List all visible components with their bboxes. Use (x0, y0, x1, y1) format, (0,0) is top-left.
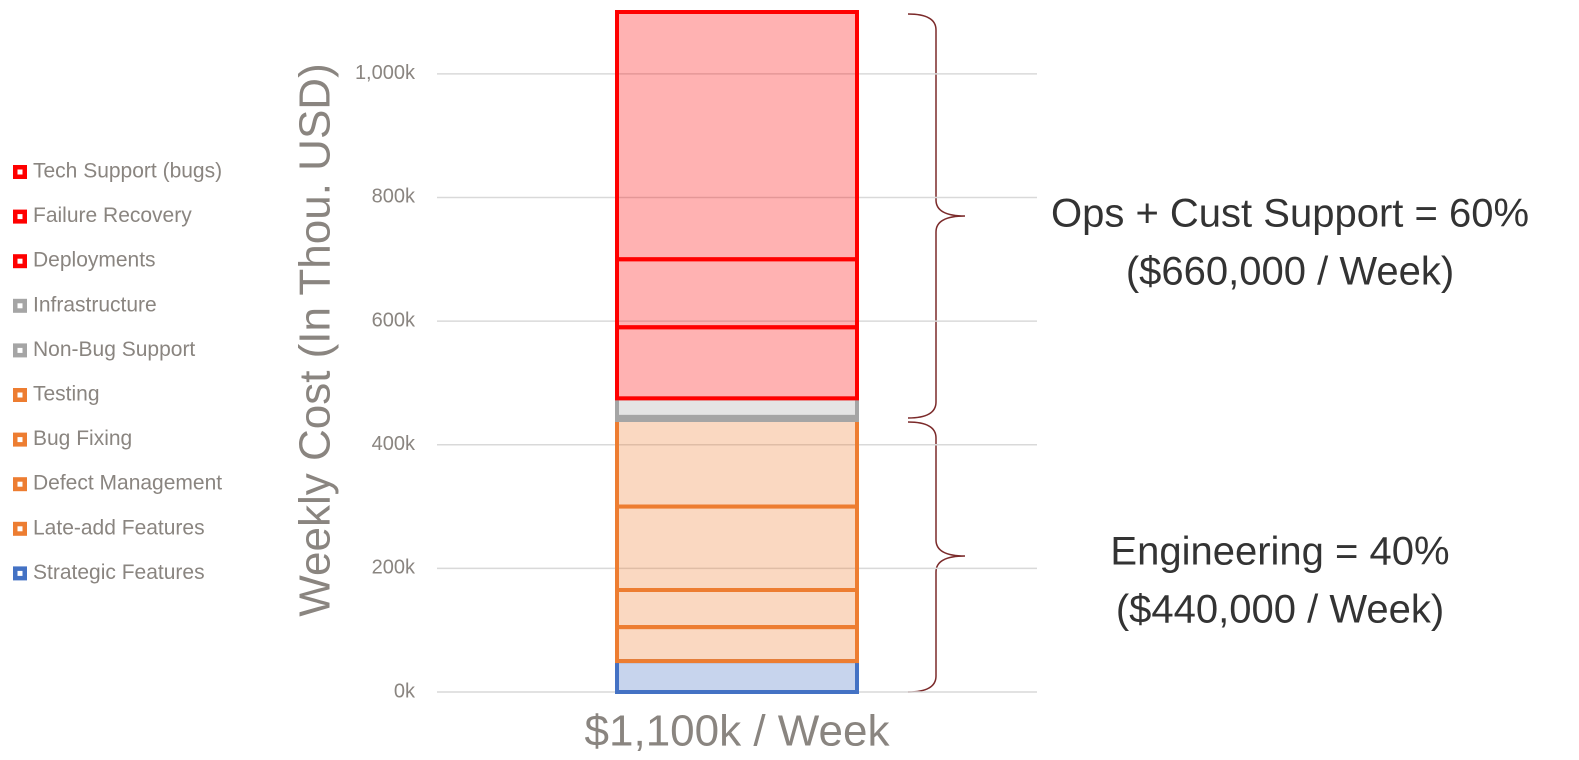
legend-label: Late-add Features (33, 516, 205, 539)
legend-swatch-inner (17, 169, 23, 175)
legend-swatch-inner (17, 481, 23, 487)
y-tick-label: 600k (372, 309, 416, 331)
legend-label: Deployments (33, 249, 156, 272)
legend-swatch-inner (17, 214, 23, 220)
y-tick-label: 800k (372, 186, 416, 208)
annotation: ($660,000 / Week) (1126, 250, 1454, 294)
bar-segment (615, 396, 859, 419)
legend-swatch-inner (17, 303, 23, 309)
brace (907, 13, 966, 419)
annotation: ($440,000 / Week) (1116, 588, 1444, 632)
y-tick-label: 400k (372, 433, 416, 455)
y-tick-label: 1,000k (355, 62, 416, 84)
legend-swatch-inner (17, 526, 23, 532)
brace (907, 421, 966, 693)
legend-label: Strategic Features (33, 561, 205, 584)
legend-label: Testing (33, 383, 100, 406)
bar-segment (615, 588, 859, 630)
bar-segment (615, 10, 859, 262)
bar-segment (615, 418, 859, 509)
legend-label: Bug Fixing (33, 427, 132, 450)
legend-swatch-inner (17, 347, 23, 353)
bar-segment (615, 504, 859, 592)
annotation: Ops + Cust Support = 60% (1051, 192, 1529, 236)
legend-label: Non-Bug Support (33, 338, 195, 361)
legend-swatch-inner (17, 437, 23, 443)
bar-segment (615, 625, 859, 664)
bar-segment (615, 325, 859, 401)
legend-label: Failure Recovery (33, 204, 192, 227)
legend-label: Infrastructure (33, 293, 157, 316)
legend-label: Tech Support (bugs) (33, 160, 222, 183)
x-tick-label: $1,100k / Week (585, 707, 891, 756)
y-tick-label: 200k (372, 557, 416, 579)
annotation: Engineering = 40% (1110, 530, 1449, 574)
y-axis-label: Weekly Cost (In Thou. USD) (291, 63, 340, 616)
legend-swatch-inner (17, 570, 23, 576)
legend-swatch-inner (17, 258, 23, 264)
legend-swatch-inner (17, 392, 23, 398)
legend-label: Defect Management (33, 472, 222, 495)
bar-segment (615, 659, 859, 694)
y-tick-label: 0k (394, 680, 416, 702)
bar-segment (615, 257, 859, 330)
